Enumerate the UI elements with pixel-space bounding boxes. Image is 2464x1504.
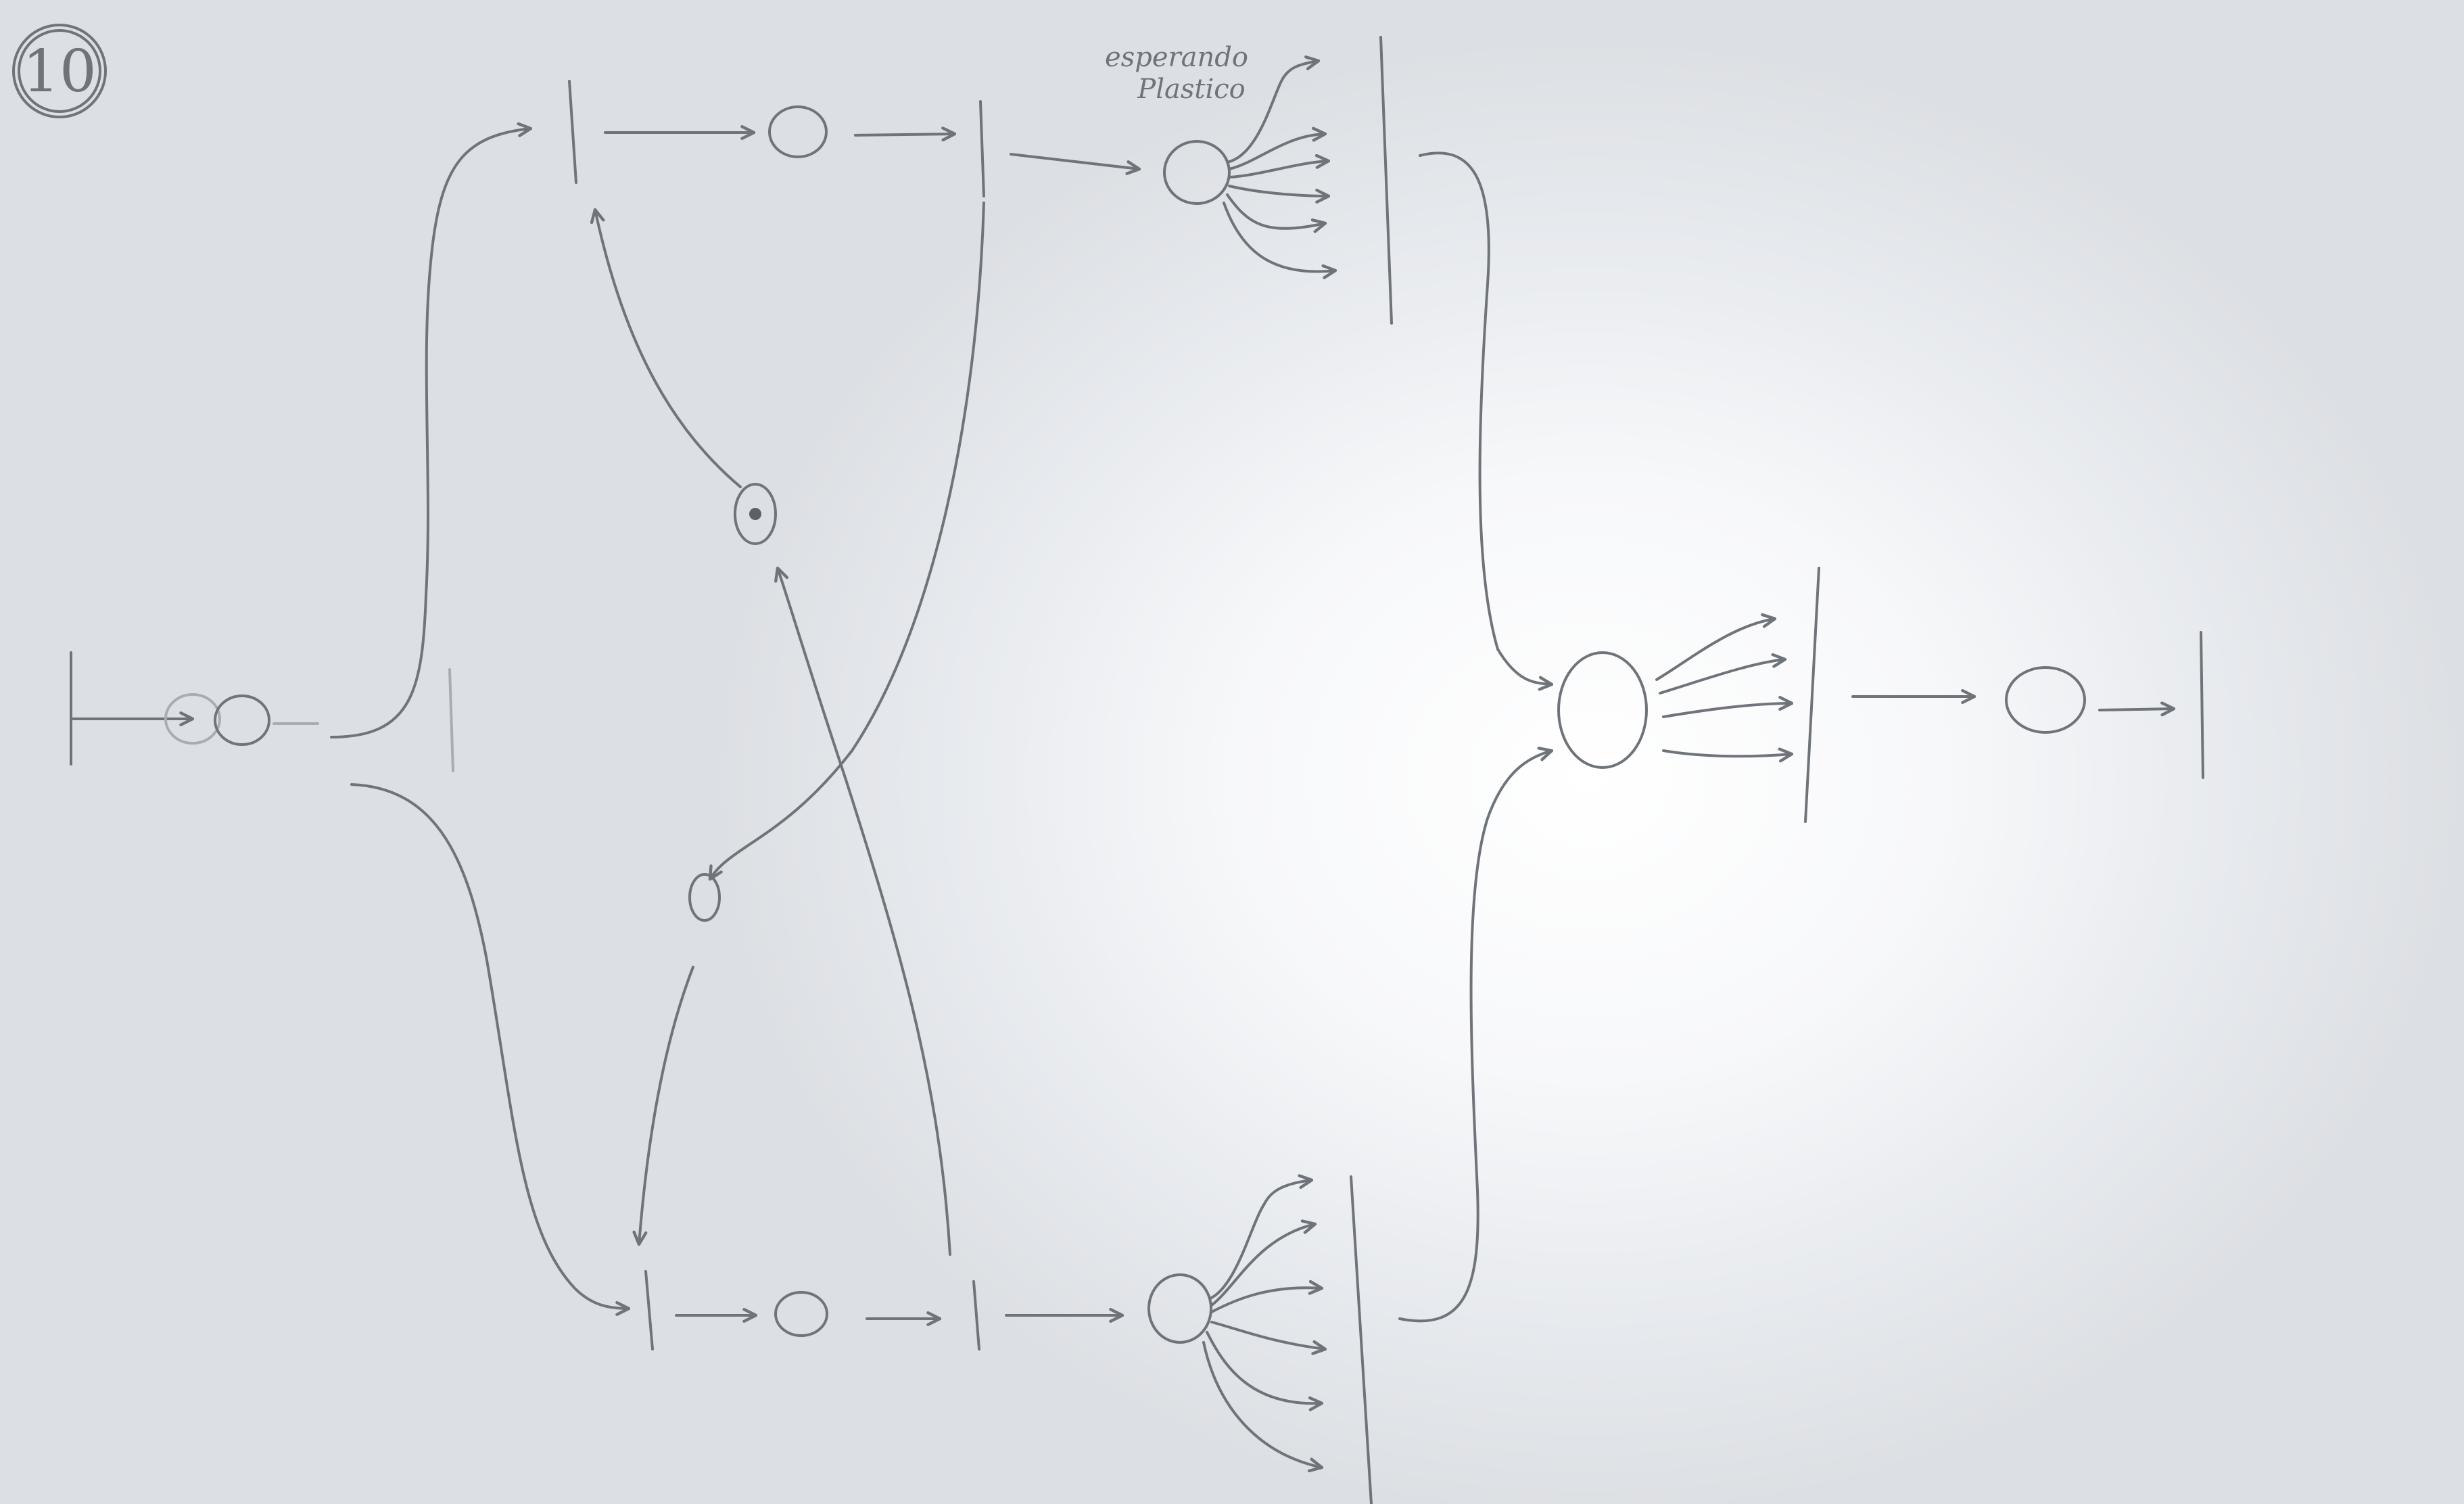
- arc-bottom-to-token: [774, 566, 951, 1256]
- arc-midlow-to-bottom: [632, 966, 694, 1246]
- arc-top-2: [854, 126, 957, 142]
- token: [749, 508, 761, 520]
- transition-top-join: [1379, 36, 1393, 325]
- page-number-text: 10: [22, 38, 96, 105]
- arc-split-down: [350, 783, 631, 1316]
- place-merge: [1557, 651, 1648, 769]
- place-mid-low: [688, 873, 721, 922]
- transition-merge: [1804, 567, 1820, 823]
- fork-arcs-top: [1223, 55, 1337, 279]
- place-bottom-fork: [1147, 1273, 1212, 1344]
- place-bottom-1: [774, 1291, 828, 1337]
- fork-arcs-bottom: [1202, 1174, 1327, 1473]
- transition-bottom-1: [644, 1270, 654, 1350]
- arc-merge-top: [1419, 151, 1554, 691]
- place-top-1: [768, 105, 828, 158]
- place-mid-token: [734, 483, 777, 545]
- place-end: [2005, 666, 2086, 734]
- merge-out-arcs: [1655, 613, 1794, 763]
- place-top-fork: [1163, 140, 1231, 205]
- transition-top-1: [568, 80, 577, 184]
- transition-split-faint: [448, 668, 454, 772]
- transition-top-2: [979, 100, 985, 197]
- annotation-note: esperando Plastico: [1105, 42, 1248, 105]
- arc-merge-bottom: [1398, 747, 1554, 1323]
- page-number: 10: [12, 24, 107, 118]
- transition-bottom-join: [1350, 1175, 1373, 1504]
- annotation-line-1: esperando: [1105, 42, 1248, 73]
- arc-cross-top-to-mid: [708, 202, 985, 881]
- arc-end-2: [2098, 701, 2176, 717]
- transition-end: [2200, 631, 2204, 779]
- arc-top-3: [1010, 153, 1141, 175]
- transition-bottom-2: [972, 1280, 980, 1350]
- place-start: [214, 695, 270, 746]
- annotation-line-2: Plastico: [1137, 74, 1245, 105]
- arc-token-to-top: [590, 208, 742, 488]
- arc-split-up: [330, 122, 533, 738]
- place-start-faint: [164, 693, 221, 745]
